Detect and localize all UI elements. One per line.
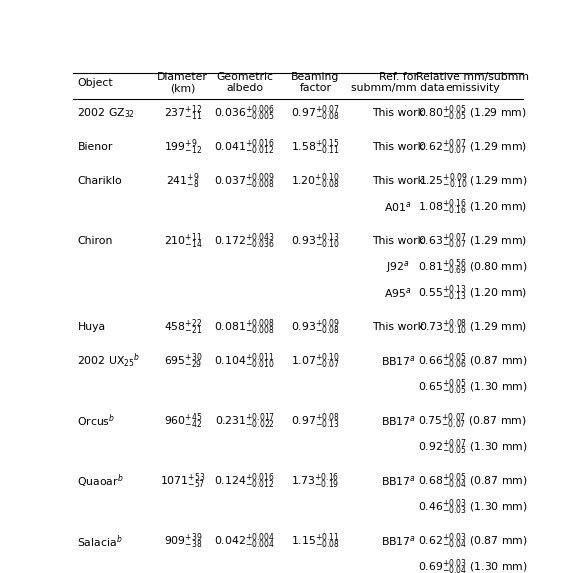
Text: A95$^a$: A95$^a$ [385, 286, 412, 300]
Text: $0.93^{+0.09}_{-0.08}$: $0.93^{+0.09}_{-0.08}$ [291, 317, 340, 337]
Text: 2002 GZ$_{32}$: 2002 GZ$_{32}$ [77, 106, 136, 120]
Text: A01$^a$: A01$^a$ [385, 200, 412, 214]
Text: BB17$^a$: BB17$^a$ [381, 354, 416, 368]
Text: $0.65^{+0.05}_{-0.05}$ (1.30 mm): $0.65^{+0.05}_{-0.05}$ (1.30 mm) [418, 378, 527, 397]
Text: $0.104^{+0.011}_{-0.010}$: $0.104^{+0.011}_{-0.010}$ [214, 351, 275, 371]
Text: BB17$^a$: BB17$^a$ [381, 534, 416, 548]
Text: $0.081^{+0.008}_{-0.008}$: $0.081^{+0.008}_{-0.008}$ [214, 317, 275, 337]
Text: $199^{+9}_{-12}$: $199^{+9}_{-12}$ [164, 138, 202, 157]
Text: $960^{+45}_{-42}$: $960^{+45}_{-42}$ [164, 411, 202, 431]
Text: $0.62^{+0.03}_{-0.04}$ (0.87 mm): $0.62^{+0.03}_{-0.04}$ (0.87 mm) [418, 532, 527, 551]
Text: Relative mm/submm
emissivity: Relative mm/submm emissivity [416, 72, 529, 93]
Text: $0.63^{+0.07}_{-0.07}$ (1.29 mm): $0.63^{+0.07}_{-0.07}$ (1.29 mm) [418, 231, 527, 251]
Text: $1.20^{+0.10}_{-0.08}$: $1.20^{+0.10}_{-0.08}$ [291, 171, 339, 191]
Text: $0.231^{+0.017}_{-0.022}$: $0.231^{+0.017}_{-0.022}$ [215, 411, 275, 431]
Text: BB17$^a$: BB17$^a$ [381, 414, 416, 428]
Text: $0.75^{+0.07}_{-0.07}$ (0.87 mm): $0.75^{+0.07}_{-0.07}$ (0.87 mm) [418, 411, 527, 431]
Text: $0.036^{+0.006}_{-0.005}$: $0.036^{+0.006}_{-0.005}$ [214, 103, 275, 123]
Text: $210^{+11}_{-14}$: $210^{+11}_{-14}$ [164, 231, 202, 251]
Text: $0.97^{+0.07}_{-0.08}$: $0.97^{+0.07}_{-0.08}$ [291, 103, 340, 123]
Text: Salacia$^b$: Salacia$^b$ [77, 533, 123, 550]
Text: Quaoar$^b$: Quaoar$^b$ [77, 473, 124, 490]
Text: Chariklo: Chariklo [77, 176, 122, 186]
Text: $0.55^{+0.13}_{-0.13}$ (1.20 mm): $0.55^{+0.13}_{-0.13}$ (1.20 mm) [418, 284, 527, 303]
Text: $0.69^{+0.03}_{-0.04}$ (1.30 mm): $0.69^{+0.03}_{-0.04}$ (1.30 mm) [418, 558, 527, 573]
Text: Ref. for
submm/mm data: Ref. for submm/mm data [352, 72, 445, 93]
Text: $1.73^{+0.16}_{-0.19}$: $1.73^{+0.16}_{-0.19}$ [291, 472, 339, 491]
Text: $241^{+9}_{-8}$: $241^{+9}_{-8}$ [166, 171, 200, 191]
Text: Geometric
albedo: Geometric albedo [217, 72, 274, 93]
Text: $1071^{+53}_{-57}$: $1071^{+53}_{-57}$ [160, 472, 205, 491]
Text: $1.25^{+0.09}_{-0.10}$ (1.29 mm): $1.25^{+0.09}_{-0.10}$ (1.29 mm) [418, 171, 527, 191]
Text: Bienor: Bienor [77, 142, 113, 152]
Text: $695^{+30}_{-29}$: $695^{+30}_{-29}$ [164, 351, 202, 371]
Text: $0.68^{+0.05}_{-0.04}$ (0.87 mm): $0.68^{+0.05}_{-0.04}$ (0.87 mm) [418, 472, 527, 491]
Text: Huya: Huya [77, 322, 105, 332]
Text: This work: This work [372, 236, 424, 246]
Text: $0.80^{+0.05}_{-0.05}$ (1.29 mm): $0.80^{+0.05}_{-0.05}$ (1.29 mm) [418, 103, 527, 123]
Text: $0.92^{+0.07}_{-0.05}$ (1.30 mm): $0.92^{+0.07}_{-0.05}$ (1.30 mm) [418, 438, 527, 457]
Text: Chiron: Chiron [77, 236, 113, 246]
Text: J92$^a$: J92$^a$ [386, 259, 410, 275]
Text: $458^{+22}_{-21}$: $458^{+22}_{-21}$ [164, 317, 202, 337]
Text: $0.46^{+0.03}_{-0.03}$ (1.30 mm): $0.46^{+0.03}_{-0.03}$ (1.30 mm) [418, 497, 527, 517]
Text: $0.81^{+0.56}_{-0.69}$ (0.80 mm): $0.81^{+0.56}_{-0.69}$ (0.80 mm) [418, 257, 527, 277]
Text: This work: This work [372, 176, 424, 186]
Text: $0.62^{+0.07}_{-0.07}$ (1.29 mm): $0.62^{+0.07}_{-0.07}$ (1.29 mm) [418, 138, 527, 157]
Text: $0.97^{+0.08}_{-0.13}$: $0.97^{+0.08}_{-0.13}$ [291, 411, 340, 431]
Text: BB17$^a$: BB17$^a$ [381, 474, 416, 488]
Text: Diameter
(km): Diameter (km) [157, 72, 208, 93]
Text: $1.08^{+0.16}_{-0.16}$ (1.20 mm): $1.08^{+0.16}_{-0.16}$ (1.20 mm) [418, 197, 527, 217]
Text: $0.042^{+0.004}_{-0.004}$: $0.042^{+0.004}_{-0.004}$ [214, 532, 275, 551]
Text: 2002 UX$_{25}$$^b$: 2002 UX$_{25}$$^b$ [77, 352, 141, 370]
Text: $0.124^{+0.016}_{-0.012}$: $0.124^{+0.016}_{-0.012}$ [214, 472, 275, 491]
Text: This work: This work [372, 108, 424, 118]
Text: This work: This work [372, 142, 424, 152]
Text: $0.172^{+0.043}_{-0.036}$: $0.172^{+0.043}_{-0.036}$ [214, 231, 275, 251]
Text: $0.66^{+0.05}_{-0.06}$ (0.87 mm): $0.66^{+0.05}_{-0.06}$ (0.87 mm) [418, 351, 527, 371]
Text: $1.15^{+0.11}_{-0.08}$: $1.15^{+0.11}_{-0.08}$ [291, 532, 340, 551]
Text: $1.58^{+0.15}_{-0.11}$: $1.58^{+0.15}_{-0.11}$ [291, 138, 340, 157]
Text: This work: This work [372, 322, 424, 332]
Text: Object: Object [77, 77, 113, 88]
Text: Orcus$^b$: Orcus$^b$ [77, 413, 116, 430]
Text: $0.037^{+0.009}_{-0.008}$: $0.037^{+0.009}_{-0.008}$ [214, 171, 275, 191]
Text: $0.73^{+0.08}_{-0.10}$ (1.29 mm): $0.73^{+0.08}_{-0.10}$ (1.29 mm) [418, 317, 527, 337]
Text: $1.07^{+0.10}_{-0.07}$: $1.07^{+0.10}_{-0.07}$ [291, 351, 340, 371]
Text: Beaming
factor: Beaming factor [291, 72, 339, 93]
Text: $0.041^{+0.016}_{-0.012}$: $0.041^{+0.016}_{-0.012}$ [214, 138, 275, 157]
Text: $237^{+12}_{-11}$: $237^{+12}_{-11}$ [164, 103, 202, 123]
Text: $909^{+39}_{-38}$: $909^{+39}_{-38}$ [164, 532, 202, 551]
Text: $0.93^{+0.13}_{-0.10}$: $0.93^{+0.13}_{-0.10}$ [291, 231, 340, 251]
